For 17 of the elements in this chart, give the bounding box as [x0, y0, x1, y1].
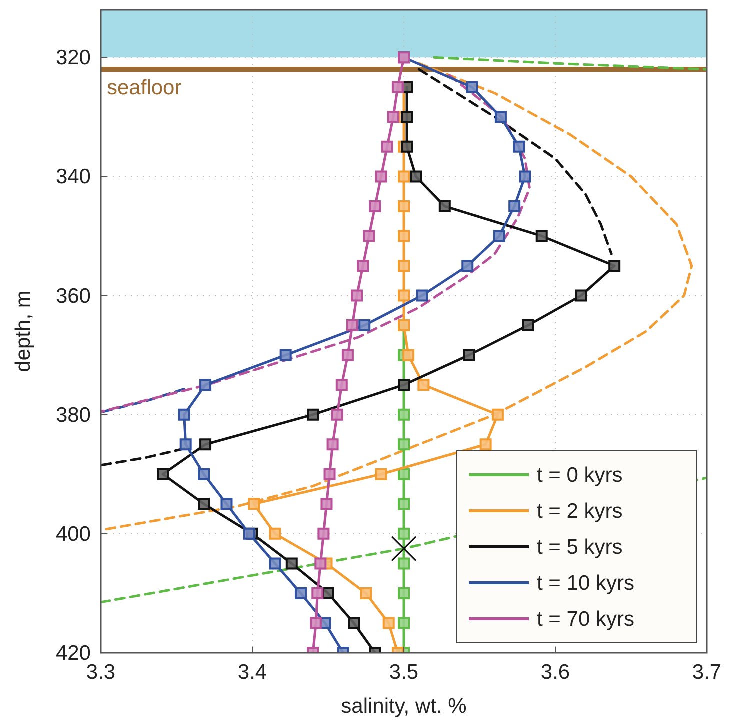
- x-tick-label: 3.5: [389, 661, 419, 684]
- y-tick-label: 360: [56, 284, 91, 308]
- y-tick-label: 320: [56, 46, 91, 70]
- legend-label: t = 0 kyrs: [537, 464, 623, 487]
- y-tick-label: 380: [56, 404, 91, 427]
- y-tick-label: 340: [56, 166, 91, 189]
- x-axis-title: salinity, wt. %: [341, 695, 467, 718]
- y-tick-label: 400: [56, 522, 91, 546]
- x-tick-label: 3.7: [692, 661, 722, 684]
- legend-label: t = 5 kyrs: [537, 536, 623, 559]
- ref-line-label: seafloor: [107, 76, 182, 100]
- legend-label: t = 10 kyrs: [537, 572, 634, 595]
- legend-label: t = 70 kyrs: [537, 608, 634, 631]
- x-tick-label: 3.4: [238, 661, 268, 684]
- y-axis-title: depth, m: [12, 290, 35, 372]
- x-tick-label: 3.6: [540, 661, 570, 684]
- legend-label: t = 2 kyrs: [537, 500, 623, 523]
